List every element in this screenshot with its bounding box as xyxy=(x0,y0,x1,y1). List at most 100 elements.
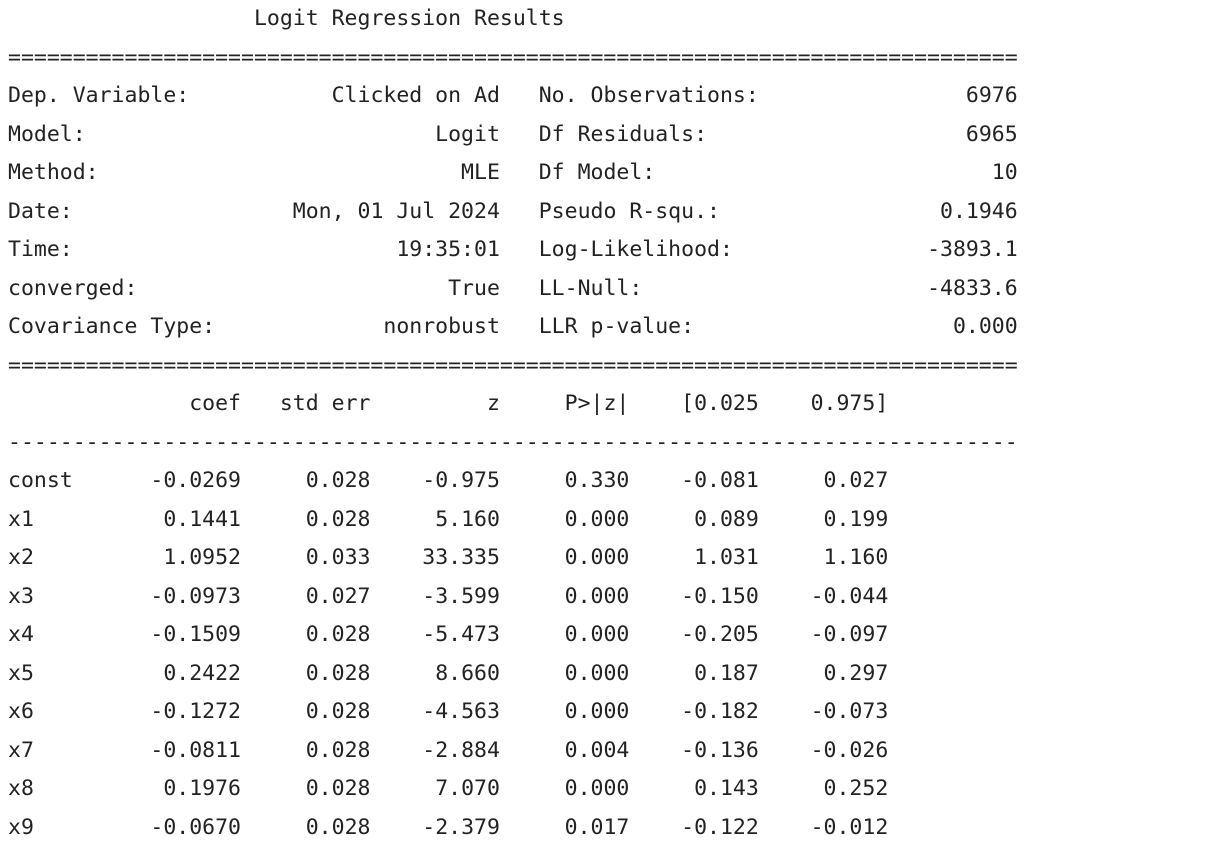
coef-table-header: coef std err z P>|z| [0.025 0.975] xyxy=(8,385,1018,424)
info-gap xyxy=(500,237,539,262)
info-value: 0.000 xyxy=(759,314,1018,339)
table-cell: -0.012 xyxy=(759,815,888,840)
table-cell: 0.143 xyxy=(629,776,758,801)
table-cell: -0.205 xyxy=(629,622,758,647)
table-cell: 0.2422 xyxy=(112,661,241,686)
table-cell: 0.000 xyxy=(500,622,629,647)
table-cell: 0.187 xyxy=(629,661,758,686)
table-cell: 0.330 xyxy=(500,468,629,493)
model-info-row: Covariance Type: nonrobust LLR p-value: … xyxy=(8,308,1018,347)
info-label: Log-Likelihood: xyxy=(539,237,759,262)
table-row: x9 -0.0670 0.028 -2.379 0.017 -0.122 -0.… xyxy=(8,809,1018,847)
info-gap xyxy=(500,199,539,224)
table-cell: -0.044 xyxy=(759,584,888,609)
info-label: converged: xyxy=(8,276,228,301)
info-value: Mon, 01 Jul 2024 xyxy=(228,199,500,224)
info-label: LL-Null: xyxy=(539,276,759,301)
table-cell: -0.081 xyxy=(629,468,758,493)
table-cell: -0.0670 xyxy=(112,815,241,840)
row-label-spacer xyxy=(8,391,112,416)
table-cell: -0.1509 xyxy=(112,622,241,647)
table-cell: -3.599 xyxy=(370,584,499,609)
table-cell: 0.000 xyxy=(500,661,629,686)
model-info-row: Model: Logit Df Residuals: 6965 xyxy=(8,116,1018,155)
variable-name: x4 xyxy=(8,622,112,647)
table-cell: 0.297 xyxy=(759,661,888,686)
table-cell: 0.252 xyxy=(759,776,888,801)
table-cell: -2.884 xyxy=(370,738,499,763)
info-gap xyxy=(500,276,539,301)
column-header: std err xyxy=(241,391,370,416)
table-cell: 0.028 xyxy=(241,699,370,724)
table-cell: -2.379 xyxy=(370,815,499,840)
table-cell: 0.033 xyxy=(241,545,370,570)
table-cell: 0.028 xyxy=(241,661,370,686)
table-cell: -0.0973 xyxy=(112,584,241,609)
table-cell: 0.028 xyxy=(241,815,370,840)
column-header: [0.025 xyxy=(629,391,758,416)
variable-name: x7 xyxy=(8,738,112,763)
table-cell: -0.975 xyxy=(370,468,499,493)
model-info-row: Date: Mon, 01 Jul 2024 Pseudo R-squ.: 0.… xyxy=(8,193,1018,232)
table-cell: -0.150 xyxy=(629,584,758,609)
table-cell: 0.000 xyxy=(500,507,629,532)
table-cell: 1.031 xyxy=(629,545,758,570)
table-cell: -0.136 xyxy=(629,738,758,763)
column-header: 0.975] xyxy=(759,391,888,416)
table-cell: -0.073 xyxy=(759,699,888,724)
table-cell: 0.199 xyxy=(759,507,888,532)
info-label: Dep. Variable: xyxy=(8,83,228,108)
variable-name: x5 xyxy=(8,661,112,686)
variable-name: x3 xyxy=(8,584,112,609)
info-value: 6976 xyxy=(759,83,1018,108)
table-cell: 8.660 xyxy=(370,661,499,686)
table-cell: 0.1976 xyxy=(112,776,241,801)
info-value: Logit xyxy=(228,122,500,147)
info-label: Covariance Type: xyxy=(8,314,228,339)
separator-dashed: ----------------------------------------… xyxy=(8,424,1018,463)
table-cell: 5.160 xyxy=(370,507,499,532)
table-cell: 0.028 xyxy=(241,622,370,647)
info-value: 10 xyxy=(759,160,1018,185)
variable-name: x2 xyxy=(8,545,112,570)
table-cell: 0.028 xyxy=(241,507,370,532)
table-row: x5 0.2422 0.028 8.660 0.000 0.187 0.297 xyxy=(8,655,1018,694)
table-cell: 0.000 xyxy=(500,545,629,570)
model-info-row: converged: True LL-Null: -4833.6 xyxy=(8,270,1018,309)
separator-top: ========================================… xyxy=(8,39,1018,78)
table-cell: -5.473 xyxy=(370,622,499,647)
info-label: Model: xyxy=(8,122,228,147)
info-value: Clicked on Ad xyxy=(228,83,500,108)
table-cell: 0.000 xyxy=(500,776,629,801)
info-gap xyxy=(500,122,539,147)
info-label: No. Observations: xyxy=(539,83,759,108)
table-cell: -0.0811 xyxy=(112,738,241,763)
info-label: Df Model: xyxy=(539,160,759,185)
table-row: x4 -0.1509 0.028 -5.473 0.000 -0.205 -0.… xyxy=(8,616,1018,655)
variable-name: x6 xyxy=(8,699,112,724)
title-indent xyxy=(8,6,254,31)
separator-middle: ========================================… xyxy=(8,347,1018,386)
model-info-row: Method: MLE Df Model: 10 xyxy=(8,154,1018,193)
title-line: Logit Regression Results xyxy=(8,0,1018,39)
table-cell: 0.000 xyxy=(500,584,629,609)
column-header: coef xyxy=(112,391,241,416)
table-cell: 0.089 xyxy=(629,507,758,532)
info-label: Method: xyxy=(8,160,228,185)
info-value: 0.1946 xyxy=(759,199,1018,224)
table-cell: 0.028 xyxy=(241,738,370,763)
table-cell: -0.122 xyxy=(629,815,758,840)
table-cell: -4.563 xyxy=(370,699,499,724)
table-cell: 0.1441 xyxy=(112,507,241,532)
info-label: Df Residuals: xyxy=(539,122,759,147)
table-cell: 33.335 xyxy=(370,545,499,570)
table-cell: -0.1272 xyxy=(112,699,241,724)
table-row: x1 0.1441 0.028 5.160 0.000 0.089 0.199 xyxy=(8,501,1018,540)
info-label: Date: xyxy=(8,199,228,224)
info-label: LLR p-value: xyxy=(539,314,759,339)
table-cell: 0.004 xyxy=(500,738,629,763)
table-row: x3 -0.0973 0.027 -3.599 0.000 -0.150 -0.… xyxy=(8,578,1018,617)
table-row: x2 1.0952 0.033 33.335 0.000 1.031 1.160 xyxy=(8,539,1018,578)
info-value: 19:35:01 xyxy=(228,237,500,262)
variable-name: x1 xyxy=(8,507,112,532)
